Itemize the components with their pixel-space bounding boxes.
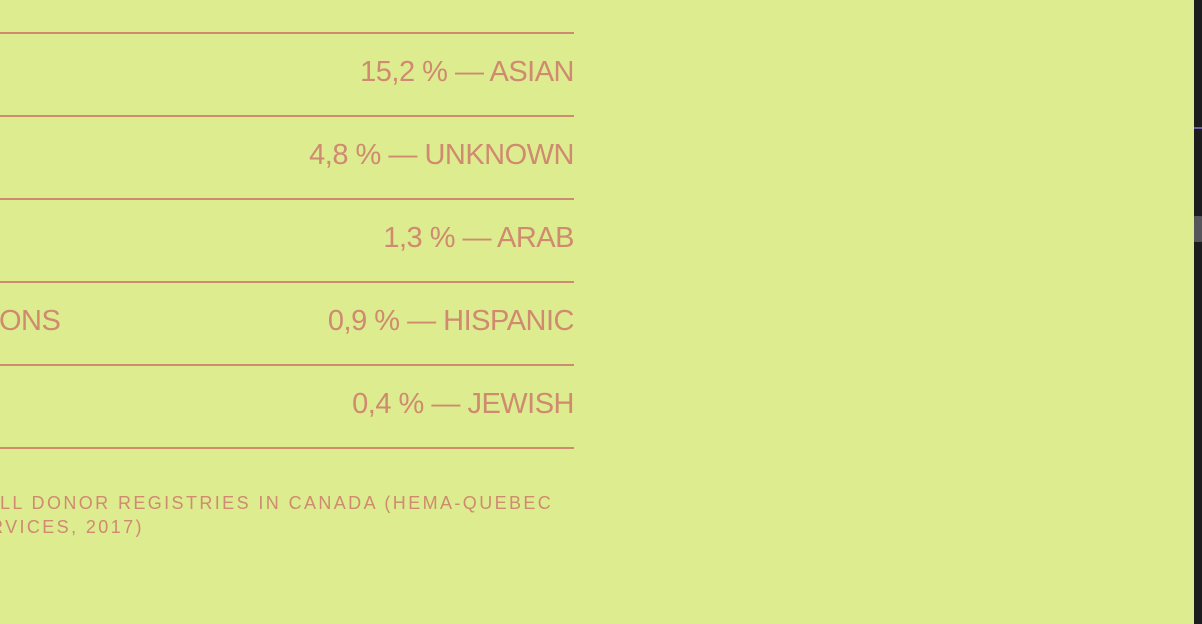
scrollbar-accent: [1194, 127, 1202, 129]
row-right-value: 15,2 % — ASIAN: [360, 56, 574, 88]
row-right-value: 0,9 % — HISPANIC: [327, 305, 575, 337]
vertical-scrollbar[interactable]: [1194, 0, 1202, 624]
scrollbar-thumb[interactable]: [1194, 216, 1202, 242]
row-right-value: 4,8 % — UNKNOWN: [309, 139, 574, 171]
table-row: 15,2 % — ASIAN: [0, 32, 574, 115]
row-right-value: 1,3 % — ARAB: [383, 222, 574, 254]
row-left-label: ONS: [0, 305, 61, 337]
source-footnote: LL DONOR REGISTRIES IN CANADA (HEMA-QUEB…: [0, 491, 560, 539]
footnote-line-2: RVICES, 2017): [0, 517, 144, 537]
table-row: 1,3 % — ARAB: [0, 198, 574, 281]
row-right-value: 0,4 % — JEWISH: [352, 388, 574, 420]
table-row: ONS 0,9 % — HISPANIC: [0, 281, 575, 364]
donor-registry-table: 15,2 % — ASIAN 4,8 % — UNKNOWN 1,3 % — A…: [0, 32, 575, 449]
table-row: 4,8 % — UNKNOWN: [0, 115, 574, 198]
table-row: 0,4 % — JEWISH: [0, 364, 574, 449]
footnote-line-1: LL DONOR REGISTRIES IN CANADA (HEMA-QUEB…: [0, 493, 554, 513]
